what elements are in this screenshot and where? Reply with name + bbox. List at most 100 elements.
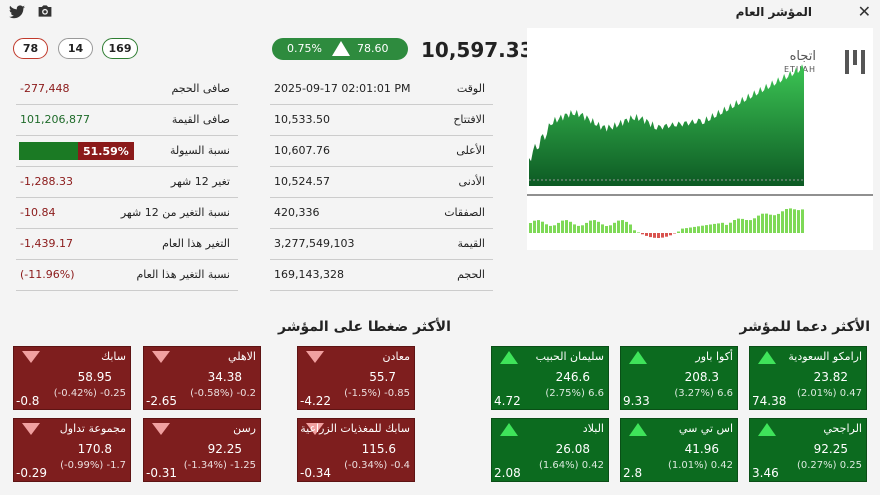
stat-row: صافى القيمة 101,206,877 <box>16 105 238 136</box>
breadth-bar <box>769 214 772 233</box>
index-points: -0.34 <box>300 466 332 480</box>
logo-text: اتجاه <box>790 49 816 64</box>
breadth-bar <box>585 222 588 233</box>
stat-value: -10.84 <box>20 206 56 219</box>
logo-latin-text: ETIJAH <box>784 65 816 74</box>
breadth-bar <box>741 218 744 233</box>
breadth-bar <box>797 210 800 233</box>
stat-row: نسبة التغير من 12 شهر -10.84 <box>16 198 238 229</box>
up-arrow-icon <box>500 351 518 364</box>
index-points: -0.8 <box>16 394 40 408</box>
breadth-bar <box>577 225 580 233</box>
detail-row: الأدنى 10,524.57 <box>270 167 493 198</box>
index-points: -4.22 <box>300 394 332 408</box>
stock-change: (-0.34%) -0.4 <box>344 460 410 471</box>
stat-label: نسبة السيولة <box>169 144 230 157</box>
stat-row: صافى الحجم -277,448 <box>16 74 238 105</box>
breadth-bar <box>781 211 784 233</box>
stock-change: (2.01%) 0.47 <box>796 388 862 399</box>
stock-name: رسن <box>233 422 256 435</box>
stat-label: صافى القيمة <box>171 113 230 126</box>
index-points: 74.38 <box>752 394 787 408</box>
gainer-card[interactable]: أكوا باور 208.3 (3.27%) 6.6 9.33 <box>620 346 738 410</box>
detail-value: 3,277,549,103 <box>274 237 355 250</box>
stock-name: سابك <box>101 350 126 363</box>
stock-change: (3.27%) 6.6 <box>674 388 733 399</box>
gainer-card[interactable]: اس تي سي 41.96 (1.01%) 0.42 2.8 <box>620 418 738 482</box>
change-percent: 0.75% <box>287 42 322 55</box>
price-area <box>529 64 804 186</box>
liquidity-bar: 51.59% <box>19 142 134 160</box>
breadth-bar <box>553 225 556 233</box>
twitter-icon[interactable] <box>9 5 25 19</box>
detail-value: 2025-09-17 02:01:01 PM <box>274 82 411 95</box>
loser-card[interactable]: سابك 58.95 (-0.42%) -0.25 -0.8 <box>13 346 131 410</box>
gainer-card[interactable]: سليمان الحبيب 246.6 (2.75%) 6.6 4.72 <box>491 346 609 410</box>
index-points: 3.46 <box>752 466 779 480</box>
top-pressure-title: الأكثر ضغطا على المؤشر <box>278 319 451 335</box>
close-icon[interactable]: ✕ <box>857 2 871 21</box>
index-chart[interactable]: اتجاه ETIJAH <box>527 28 873 250</box>
up-arrow-icon <box>758 423 776 436</box>
stock-name: اس تي سي <box>678 422 733 435</box>
detail-label: القيمة <box>457 237 485 250</box>
breadth-bar <box>545 224 548 233</box>
detail-label: الصفقات <box>444 206 485 219</box>
stock-price: 246.6 <box>555 370 590 384</box>
stat-label: التغير هذا العام <box>162 237 230 250</box>
loser-card[interactable]: مجموعة تداول 170.8 (-0.99%) -1.7 -0.29 <box>13 418 131 482</box>
stock-name: معادن <box>382 350 410 363</box>
detail-label: الحجم <box>457 268 485 281</box>
detail-row: الصفقات 420,336 <box>270 198 493 229</box>
stock-price: 55.7 <box>369 370 396 384</box>
detail-value: 10,524.57 <box>274 175 330 188</box>
loser-card[interactable]: سابك للمغذيات الزراعية 115.6 (-0.34%) -0… <box>297 418 415 482</box>
gainer-card[interactable]: ارامكو السعودية 23.82 (2.01%) 0.47 74.38 <box>749 346 867 410</box>
declining-count-badge: 78 <box>13 38 48 59</box>
loser-card[interactable]: الاهلي 34.38 (-0.58%) -0.2 -2.65 <box>143 346 261 410</box>
detail-value: 10,607.76 <box>274 144 330 157</box>
breadth-bar <box>753 218 756 233</box>
stat-label: نسبة التغير هذا العام <box>136 268 230 281</box>
breadth-bar <box>621 220 624 233</box>
breadth-bar <box>669 233 672 236</box>
stock-change: (-0.58%) -0.2 <box>190 388 256 399</box>
breadth-bar <box>653 233 656 238</box>
breadth-bar <box>657 233 660 238</box>
breadth-bar <box>721 222 724 233</box>
stock-name: ارامكو السعودية <box>788 350 862 363</box>
gainer-card[interactable]: البلاد 26.08 (1.64%) 0.42 2.08 <box>491 418 609 482</box>
index-points: 4.72 <box>494 394 521 408</box>
index-change-badge: 0.75% 78.60 <box>272 38 408 60</box>
breadth-bar <box>537 220 540 233</box>
breadth-bar <box>661 233 664 238</box>
breadth-bar <box>681 228 684 233</box>
stat-value: (-11.96%) <box>20 268 75 281</box>
breadth-bar <box>641 233 644 235</box>
window-title: المؤشر العام <box>735 5 812 19</box>
breadth-bar <box>773 215 776 233</box>
detail-label: الأعلى <box>456 144 485 157</box>
loser-card[interactable]: رسن 92.25 (-1.34%) -1.25 -0.31 <box>143 418 261 482</box>
detail-row: الوقت 2025-09-17 02:01:01 PM <box>270 74 493 105</box>
stock-price: 26.08 <box>555 442 590 456</box>
stock-price: 92.25 <box>207 442 242 456</box>
breadth-bar <box>777 213 780 233</box>
stock-name: البلاد <box>582 422 604 435</box>
stock-name: سابك للمغذيات الزراعية <box>300 422 410 435</box>
loser-card[interactable]: معادن 55.7 (-1.5%) -0.85 -4.22 <box>297 346 415 410</box>
stat-label: صافى الحجم <box>171 82 230 95</box>
index-points: 9.33 <box>623 394 650 408</box>
gainer-card[interactable]: الراجحي 92.25 (0.27%) 0.25 3.46 <box>749 418 867 482</box>
breadth-bar <box>733 220 736 233</box>
stock-price: 170.8 <box>77 442 112 456</box>
breadth-bar <box>697 226 700 233</box>
breadth-bar <box>689 227 692 233</box>
breadth-bar <box>557 222 560 233</box>
stock-change: (1.64%) 0.42 <box>538 460 604 471</box>
stock-name: أكوا باور <box>695 350 733 363</box>
stat-label: تغير 12 شهر <box>170 175 230 188</box>
down-arrow-icon <box>22 423 40 435</box>
stock-price: 115.6 <box>361 442 396 456</box>
camera-icon[interactable] <box>37 4 53 18</box>
